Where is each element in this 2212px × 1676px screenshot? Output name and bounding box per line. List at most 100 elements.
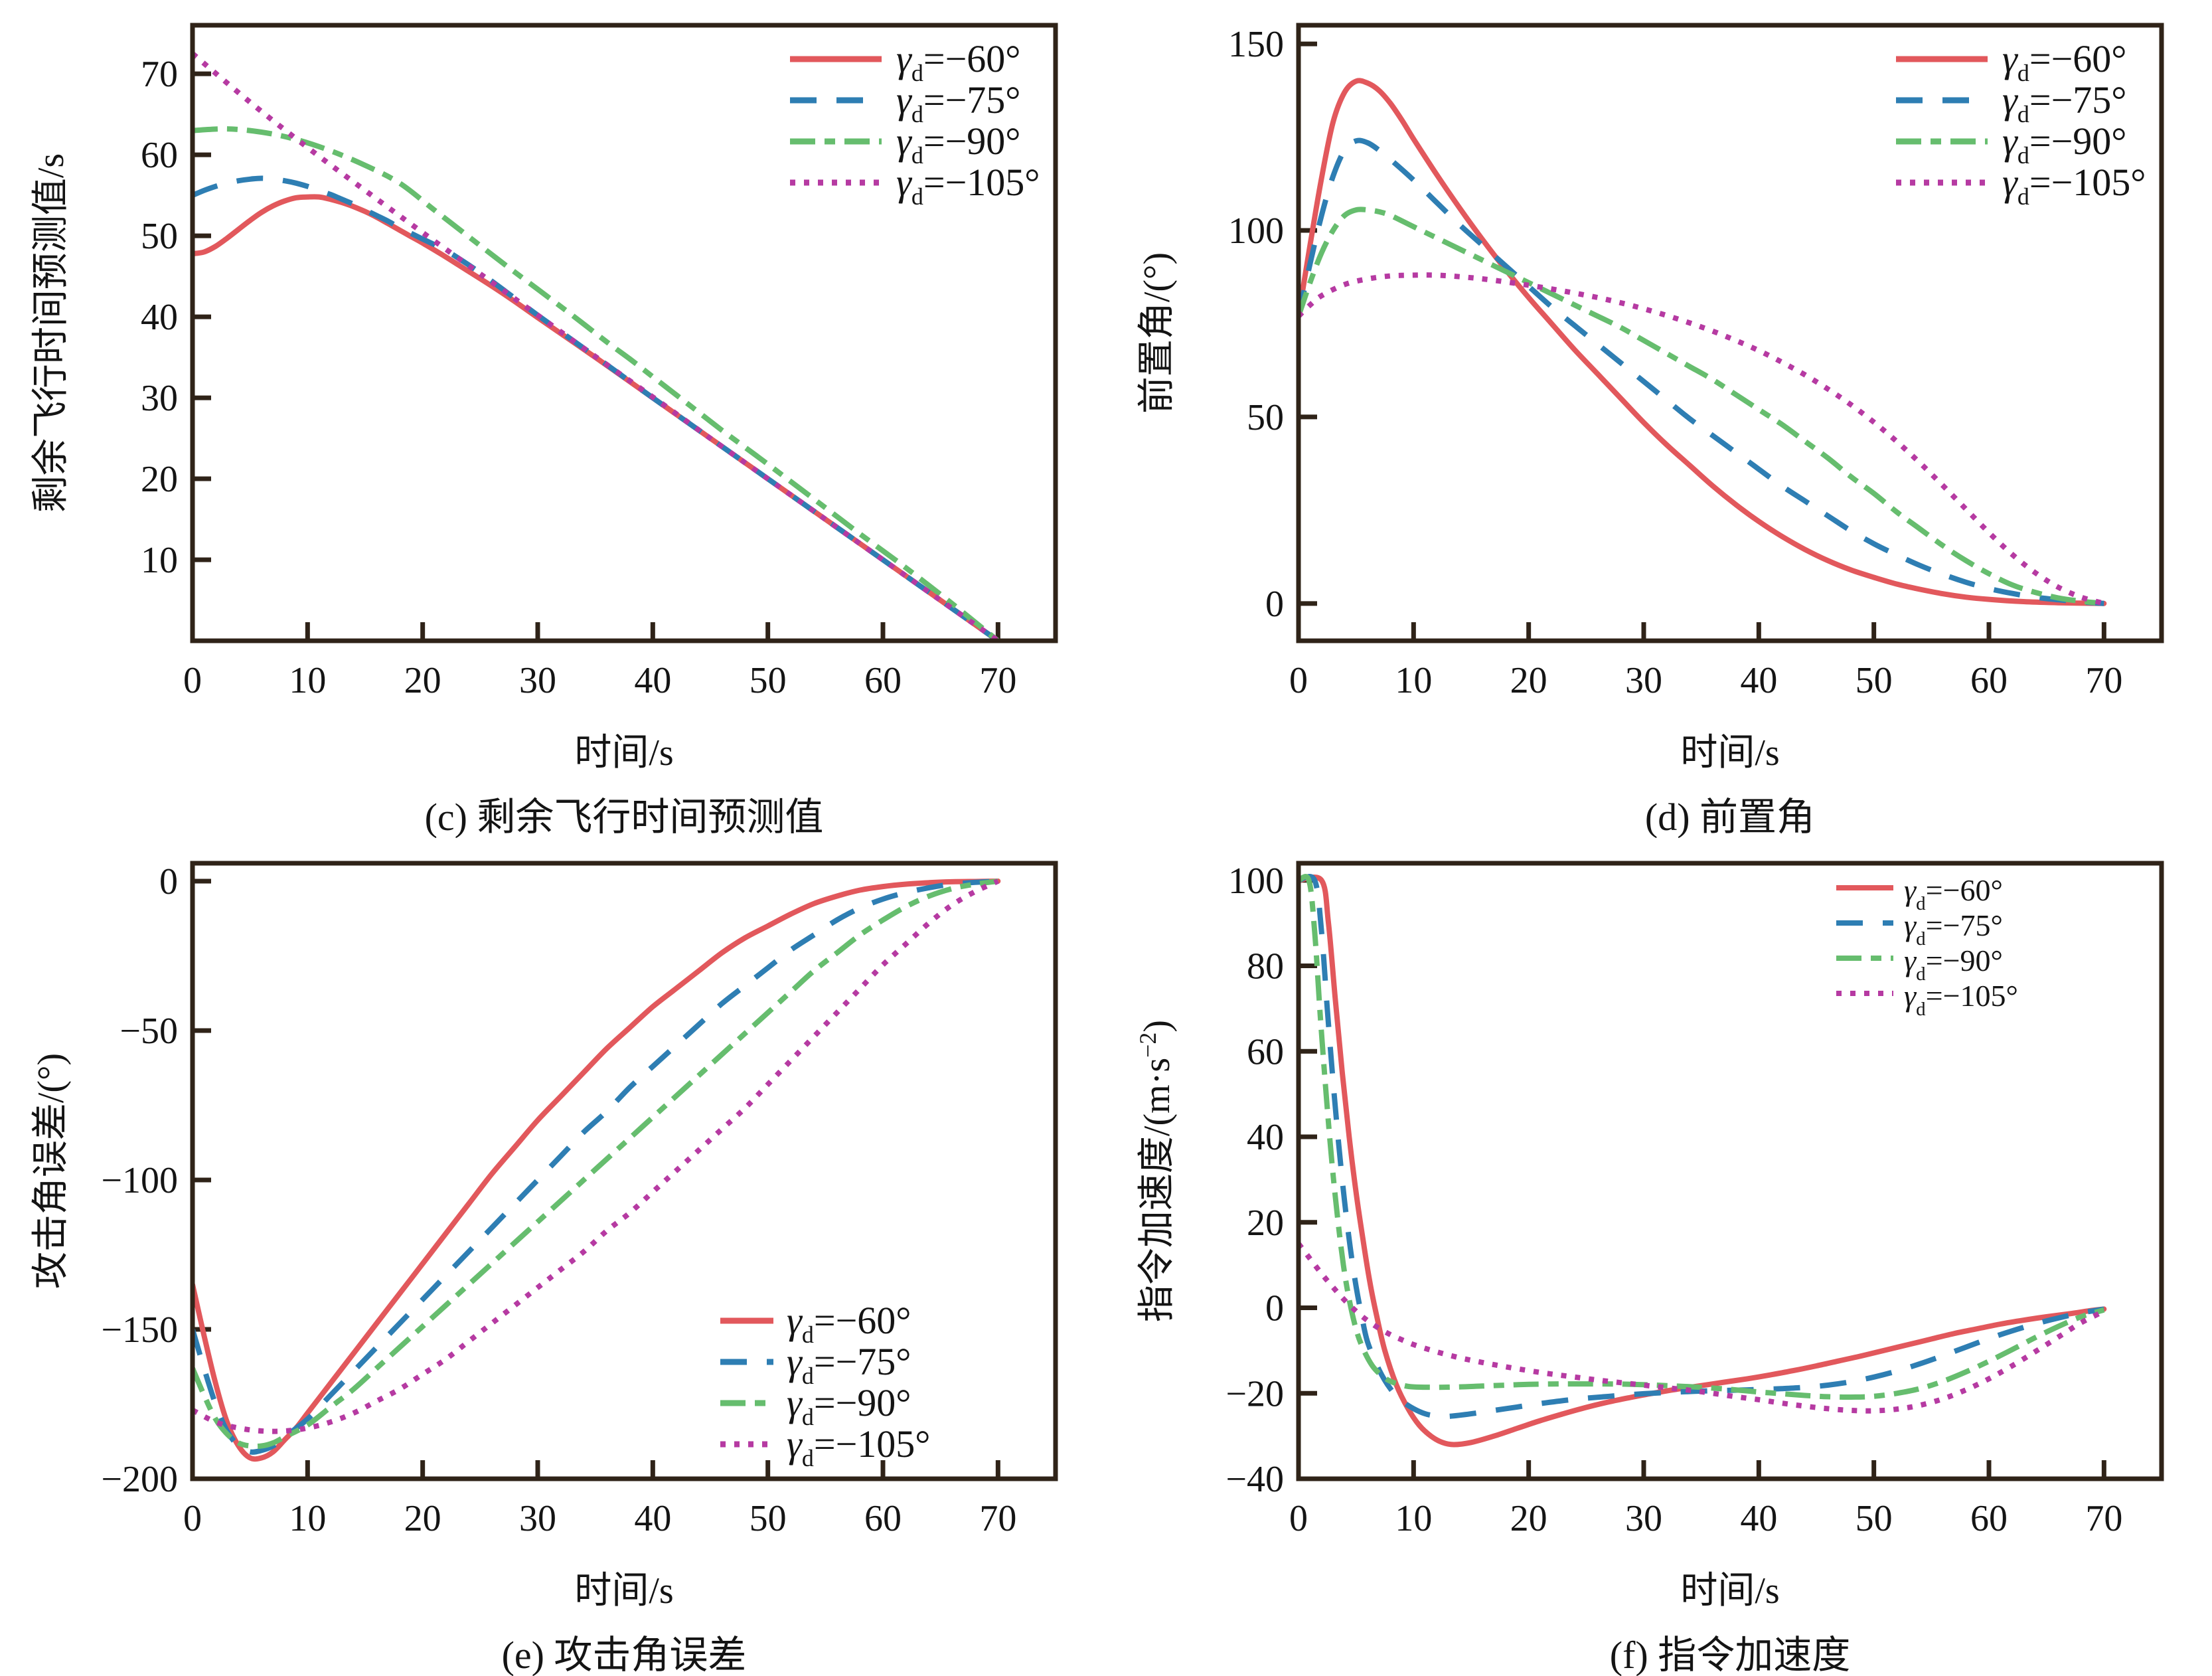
series-line-1 — [1299, 874, 2104, 1420]
legend-label-0: γd=−60° — [896, 37, 1020, 86]
y-tick-label: −20 — [1225, 1373, 1284, 1414]
x-axis-label: 时间/s — [1680, 1570, 1779, 1612]
legend-label-1: γd=−75° — [1904, 908, 2003, 950]
x-axis-label: 时间/s — [574, 732, 673, 774]
y-axis-label: 指令加速度/(m·s−2) — [1135, 1020, 1178, 1322]
y-tick-label: −100 — [101, 1160, 178, 1201]
series-line-2 — [193, 879, 998, 1450]
x-tick-label: 10 — [289, 660, 326, 701]
x-tick-label: 20 — [404, 1498, 441, 1539]
x-tick-label: 30 — [519, 660, 556, 701]
legend-label-1: γd=−75° — [787, 1340, 911, 1389]
y-tick-label: 40 — [141, 297, 178, 338]
y-tick-label: 150 — [1228, 24, 1284, 65]
series-line-3 — [193, 51, 1000, 641]
y-tick-label: −50 — [119, 1011, 178, 1052]
axes-box — [1296, 861, 2164, 1481]
chart-d-svg: 0 10 20 30 40 50 60 70050100150前置角/(°)γd=−60°γd… — [1137, 23, 2164, 838]
y-axis-label: 剩余飞行时间预测值/s — [31, 153, 72, 513]
x-tick-label: 60 — [864, 660, 902, 701]
plot-area-e: 0 10 20 30 40 50 60 70 0 −50 −100 −150 −200 攻击角误差/(°)… — [31, 861, 1058, 1539]
legend-label-2: γd=−90° — [1904, 944, 2003, 985]
panel-f: 0 10 20 30 40 50 60 70 −40 −20 0 20 40 60 80 100 指令加速度/(… — [1106, 838, 2212, 1676]
plot-area-c: 0 10 20 30 40 50 60 70 10 20 30 40 50 60 70 剩余飞行时间预测值/s… — [31, 23, 1058, 701]
legend-label-2: γd=−90° — [787, 1381, 911, 1430]
series-line-0 — [1299, 875, 2107, 1448]
legend-label-2: γd=−90° — [2002, 120, 2126, 169]
legend-label-0: γd=−60° — [787, 1299, 911, 1348]
x-tick-label: 50 — [750, 660, 787, 701]
y-tick-label: 10 — [141, 540, 178, 581]
y-tick-label: 100 — [1228, 210, 1284, 252]
plot-area-f: 0 10 20 30 40 50 60 70 −40 −20 0 20 40 60 80 100 指令加速度/(… — [1135, 861, 2164, 1539]
series-line-2 — [193, 126, 1000, 641]
x-tick-label: 70 — [2085, 660, 2122, 701]
y-tick-label: 50 — [1247, 397, 1284, 438]
panel-c: 0 10 20 30 40 50 60 70 10 20 30 40 50 60 70 剩余飞行时间预测值/s… — [0, 0, 1106, 838]
plot-area-d: 0 10 20 30 40 50 60 70050100150前置角/(°)γd=−60°γd… — [1137, 23, 2164, 701]
x-tick-label: 30 — [1625, 660, 1662, 701]
x-tick-label: 0 — [183, 1498, 202, 1539]
x-tick-label: 10 — [289, 1498, 326, 1539]
x-tick-label: 30 — [519, 1498, 556, 1539]
x-axis-label: 时间/s — [574, 1570, 673, 1612]
y-tick-label: 80 — [1247, 946, 1284, 987]
y-tick-label: 20 — [141, 459, 178, 500]
y-tick-label: 60 — [1247, 1031, 1284, 1072]
axes-box — [190, 861, 1058, 1481]
series-line-2 — [1299, 874, 2105, 1400]
x-tick-label: 20 — [1510, 1498, 1547, 1539]
legend-label-3: γd=−105° — [787, 1422, 930, 1471]
series-line-0 — [193, 879, 1001, 1462]
x-tick-label: 40 — [634, 1498, 671, 1539]
y-tick-label: 0 — [1265, 584, 1284, 625]
chart-c-svg: 0 10 20 30 40 50 60 70 10 20 30 40 50 60 70 剩余飞行时间预测值/s… — [31, 23, 1058, 838]
x-tick-label: 50 — [1856, 660, 1893, 701]
x-tick-label: 40 — [634, 660, 671, 701]
x-tick-label: 60 — [1970, 1498, 2008, 1539]
x-tick-label: 0 — [1289, 660, 1308, 701]
panel-e: 0 10 20 30 40 50 60 70 0 −50 −100 −150 −200 攻击角误差/(°)… — [0, 838, 1106, 1676]
panel-d: 0 10 20 30 40 50 60 70 0 50 100 150 前置角/(°) γd=−60° γd… — [1106, 0, 2212, 838]
legend-label-1: γd=−75° — [2002, 78, 2126, 127]
x-tick-label: 50 — [1856, 1498, 1893, 1539]
x-tick-label: 0 — [183, 660, 202, 701]
series-line-3 — [1299, 1242, 2106, 1414]
x-tick-label: 30 — [1625, 1498, 1662, 1539]
x-tick-label: 60 — [1970, 660, 2008, 701]
legend-label-1: γd=−75° — [896, 78, 1020, 127]
y-tick-label: 0 — [159, 861, 178, 902]
legend-label-2: γd=−90° — [896, 120, 1020, 169]
y-tick-label: 50 — [141, 216, 178, 257]
x-tick-label: 60 — [864, 1498, 902, 1539]
y-tick-label: 40 — [1247, 1117, 1284, 1158]
series-line-3 — [1299, 272, 2105, 606]
chart-e-svg: 0 10 20 30 40 50 60 70 0 −50 −100 −150 −200 攻击角误差/(°)… — [31, 861, 1058, 1676]
x-tick-label: 40 — [1740, 1498, 1777, 1539]
x-tick-label: 40 — [1740, 660, 1777, 701]
y-tick-label: 20 — [1247, 1203, 1284, 1244]
panel-caption: (d) 前置角 — [1645, 796, 1815, 838]
series-line-3 — [193, 879, 999, 1434]
x-tick-label: 70 — [979, 660, 1016, 701]
legend-label-3: γd=−105° — [896, 161, 1040, 210]
x-tick-label: 20 — [404, 660, 441, 701]
axes-box — [1296, 23, 2164, 643]
y-tick-label: 100 — [1228, 861, 1284, 902]
y-tick-label: 60 — [141, 135, 178, 176]
legend-label-0: γd=−60° — [2002, 37, 2126, 86]
x-tick-label: 0 — [1289, 1498, 1308, 1539]
chart-f-svg: 0 10 20 30 40 50 60 70 −40 −20 0 20 40 60 80 100 指令加速度/(… — [1135, 861, 2164, 1676]
y-axis-label: 攻击角误差/(°) — [31, 1053, 72, 1289]
y-tick-label: 30 — [141, 378, 178, 419]
x-tick-label: 10 — [1395, 660, 1432, 701]
x-axis-label: 时间/s — [1680, 732, 1779, 774]
panel-caption: (f) 指令加速度 — [1610, 1634, 1850, 1676]
series-line-0 — [193, 194, 1001, 641]
series-line-0 — [1299, 78, 2107, 606]
y-tick-label: 0 — [1265, 1288, 1284, 1329]
y-tick-label: −200 — [101, 1459, 178, 1500]
x-tick-label: 20 — [1510, 660, 1547, 701]
y-tick-label: −150 — [101, 1309, 178, 1351]
